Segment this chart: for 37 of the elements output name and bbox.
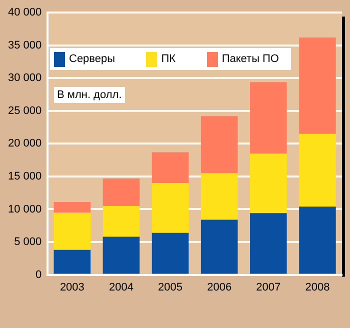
bar — [102, 206, 140, 237]
bar — [152, 183, 189, 233]
y-tick-label: 40 000 — [8, 6, 42, 19]
y-tick-label: 25 000 — [8, 104, 42, 117]
bar — [152, 232, 189, 274]
y-tick-label: 15 000 — [8, 170, 42, 183]
bar — [250, 82, 287, 154]
bar — [200, 220, 238, 274]
bar — [54, 250, 91, 274]
x-tick-label: 2005 — [158, 281, 183, 294]
bar — [54, 212, 91, 250]
x-tick-label: 2006 — [207, 281, 232, 294]
bar — [299, 38, 336, 134]
legend-label: Пакеты ПО — [222, 53, 279, 65]
bar — [250, 213, 287, 274]
bar — [102, 178, 140, 206]
legend-label: Серверы — [69, 53, 116, 65]
bar — [250, 154, 287, 214]
x-tick-label: 2003 — [60, 281, 84, 294]
y-tick-label: 5 000 — [14, 236, 42, 248]
x-tick-label: 2007 — [256, 281, 281, 294]
y-tick-label: 0 — [36, 268, 42, 281]
annotation: В млн. долл. — [54, 87, 125, 103]
y-tick-label: 20 000 — [8, 138, 42, 150]
y-tick-label: 35 000 — [8, 39, 42, 52]
bar — [152, 152, 189, 184]
bar — [102, 236, 140, 274]
legend-label: ПК — [161, 53, 176, 65]
x-tick-label: 2004 — [108, 281, 134, 294]
bar — [200, 116, 238, 174]
bar — [299, 134, 336, 207]
y-tick-label: 10 000 — [8, 203, 42, 216]
bar — [299, 206, 336, 274]
x-tick-label: 2008 — [305, 281, 330, 294]
bar — [54, 202, 91, 213]
bar — [200, 173, 238, 220]
y-tick-label: 30 000 — [8, 72, 42, 84]
